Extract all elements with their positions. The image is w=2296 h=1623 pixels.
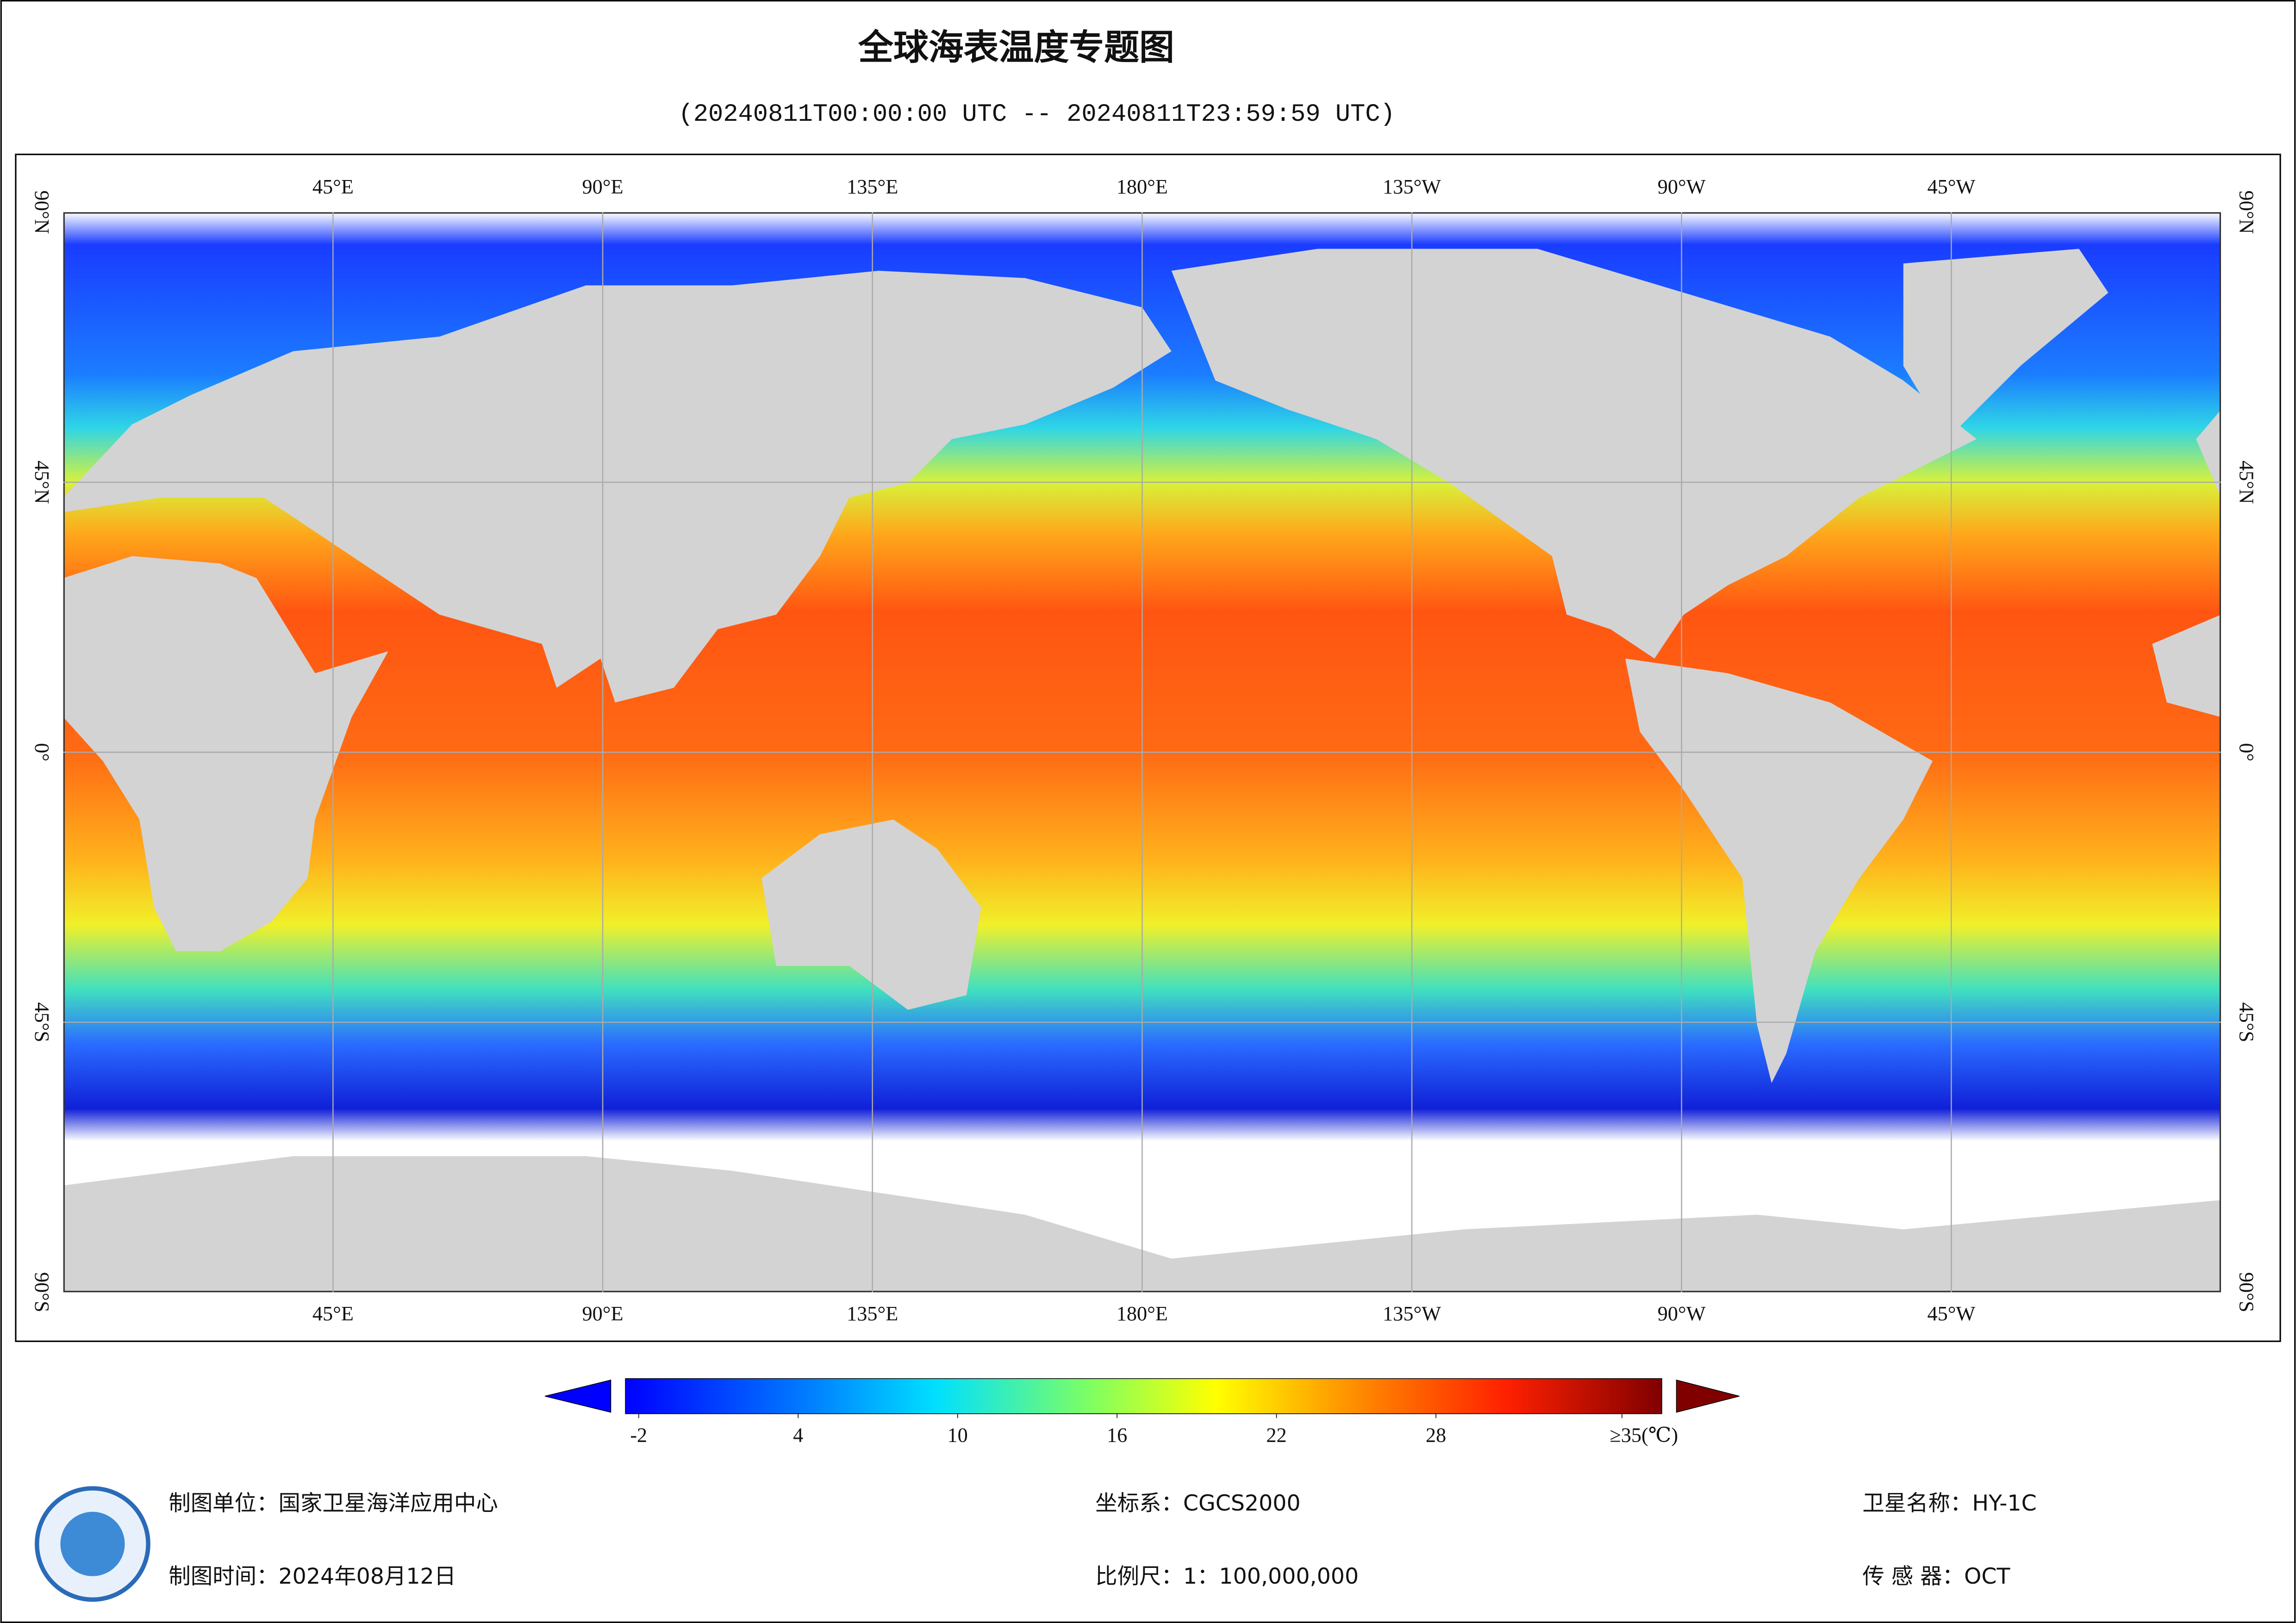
colorbar-tick-label: 16 — [1107, 1424, 1127, 1447]
lon-label-top: 45°E — [312, 175, 354, 198]
lat-label-right: 90°N — [2235, 191, 2258, 234]
land — [1903, 249, 2109, 439]
footer-scale: 比例尺：1：100,000,000 — [1095, 1564, 1359, 1589]
lat-label-right: 45°N — [2235, 460, 2258, 504]
footer-sensor: 传 感 器：OCT — [1862, 1564, 2010, 1589]
lon-label-top: 135°W — [1383, 175, 1441, 198]
colorbar-tick-label: ≥35(℃) — [1610, 1424, 1678, 1447]
land — [761, 819, 981, 1010]
graticule — [63, 212, 2221, 1293]
lat-label-right: 0° — [2235, 743, 2258, 762]
colorbar — [544, 1378, 1740, 1414]
lat-label-left: 90°S — [31, 1272, 53, 1312]
footer-unit: 制图单位：国家卫星海洋应用中心 — [168, 1491, 498, 1516]
logo — [35, 1486, 150, 1602]
lat-label-left: 45°N — [31, 460, 53, 504]
land — [2196, 410, 2221, 498]
lon-label-bottom: 135°W — [1383, 1302, 1441, 1325]
colorbar-low-arrow — [544, 1380, 611, 1413]
land — [1625, 659, 1933, 1083]
footer-satellite: 卫星名称：HY-1C — [1862, 1491, 2037, 1516]
lon-label-bottom: 45°W — [1927, 1302, 1975, 1325]
lon-label-top: 90°E — [582, 175, 624, 198]
footer-date: 制图时间：2024年08月12日 — [168, 1564, 456, 1589]
lat-label-right: 90°S — [2235, 1272, 2258, 1312]
land — [2152, 615, 2221, 717]
title: 全球海表温度专题图 — [858, 27, 1174, 68]
lon-label-bottom: 180°E — [1117, 1302, 1168, 1325]
colorbar-tick-label: 28 — [1426, 1424, 1446, 1447]
lon-label-bottom: 135°E — [847, 1302, 898, 1325]
colorbar-tick-label: 4 — [793, 1424, 803, 1447]
lon-label-bottom: 90°W — [1658, 1302, 1706, 1325]
lat-label-left: 45°S — [31, 1002, 53, 1043]
colorbar-tick-label: -2 — [630, 1424, 647, 1447]
lon-label-bottom: 90°E — [582, 1302, 624, 1325]
land — [1171, 249, 1977, 659]
lon-label-bottom: 45°E — [312, 1302, 354, 1325]
lon-label-top: 45°W — [1927, 175, 1975, 198]
lon-label-top: 180°E — [1117, 175, 1168, 198]
lat-label-left: 90°N — [31, 191, 53, 234]
colorbar-high-arrow — [1676, 1380, 1740, 1413]
map-frame — [15, 154, 2281, 1342]
colorbar-tick-label: 22 — [1266, 1424, 1286, 1447]
logo-globe — [60, 1511, 125, 1576]
lon-label-top: 90°W — [1658, 175, 1706, 198]
land — [63, 271, 1172, 703]
colorbar-tick-label: 10 — [948, 1424, 968, 1447]
lon-label-top: 135°E — [847, 175, 898, 198]
colorbar-ramp — [625, 1378, 1662, 1414]
subtitle: (20240811T00:00:00 UTC -- 20240811T23:59… — [679, 100, 1395, 129]
lat-label-right: 45°S — [2235, 1002, 2258, 1043]
footer-crs: 坐标系：CGCS2000 — [1095, 1491, 1300, 1516]
land — [63, 556, 388, 951]
lat-label-left: 0° — [31, 743, 53, 762]
